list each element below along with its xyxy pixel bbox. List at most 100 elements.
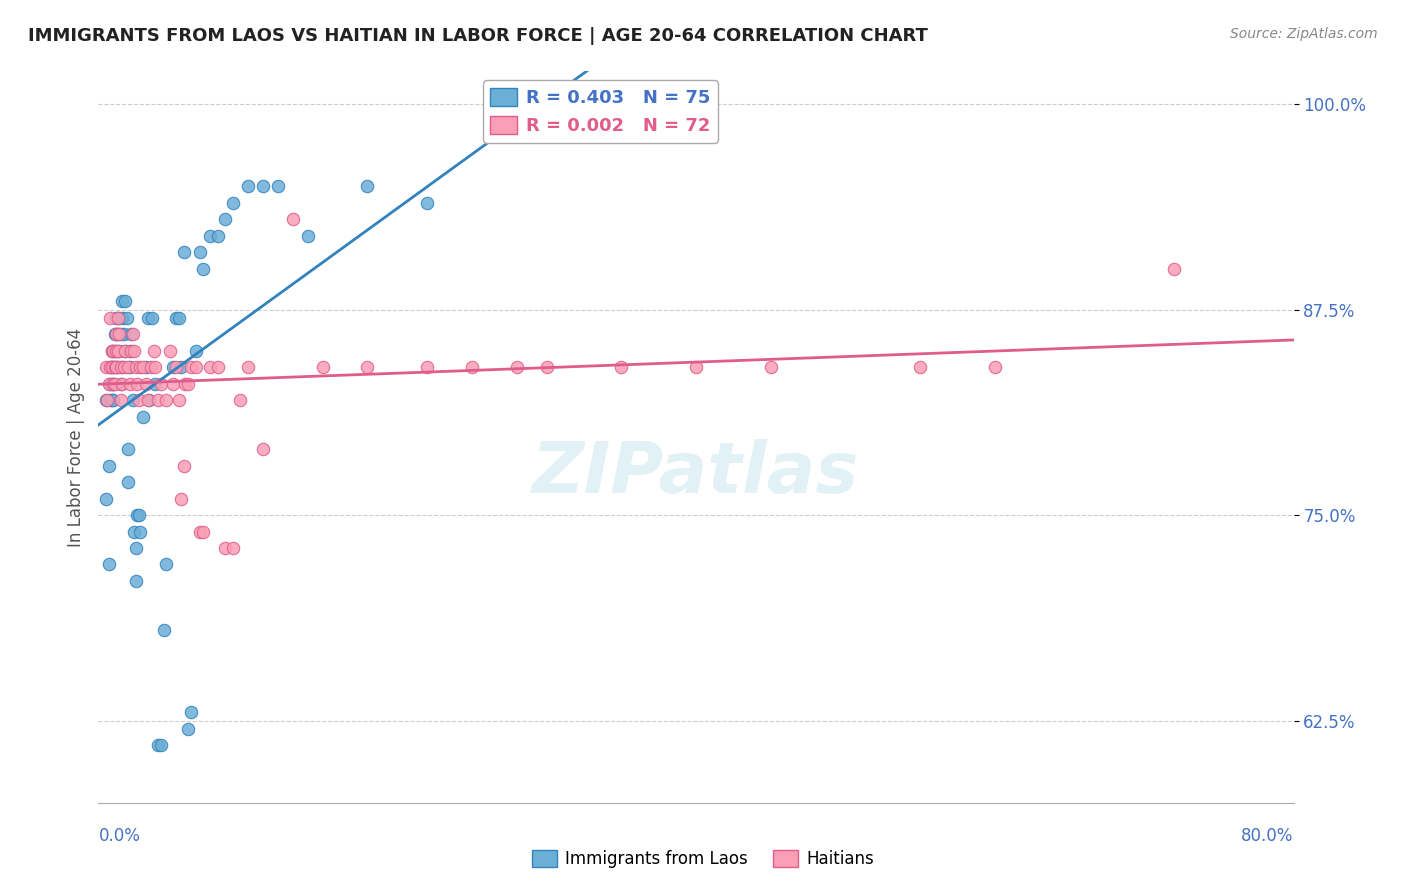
Point	[108, 343, 131, 358]
Point	[167, 310, 190, 325]
Point	[105, 360, 128, 375]
Point	[103, 360, 125, 375]
Point	[214, 212, 236, 227]
Point	[236, 179, 259, 194]
Point	[107, 327, 129, 342]
Point	[165, 360, 187, 375]
Point	[105, 310, 128, 325]
Point	[759, 360, 782, 375]
Point	[169, 360, 191, 375]
Point	[177, 376, 200, 391]
Point	[125, 541, 148, 555]
Point	[129, 524, 152, 539]
Point	[191, 524, 214, 539]
Point	[104, 360, 127, 375]
Point	[115, 310, 138, 325]
Point	[135, 376, 157, 391]
Point	[94, 360, 117, 375]
Point	[110, 327, 132, 342]
Point	[101, 376, 124, 391]
Point	[98, 360, 122, 375]
Point	[214, 541, 236, 555]
Point	[191, 261, 214, 276]
Point	[180, 706, 202, 720]
Point	[139, 360, 162, 375]
Text: Source: ZipAtlas.com: Source: ZipAtlas.com	[1230, 27, 1378, 41]
Point	[180, 360, 202, 375]
Point	[184, 360, 207, 375]
Point	[107, 360, 129, 375]
Point	[162, 376, 184, 391]
Point	[98, 376, 122, 391]
Point	[132, 360, 155, 375]
Point	[155, 558, 177, 572]
Point	[118, 343, 141, 358]
Point	[984, 360, 1007, 375]
Point	[416, 360, 439, 375]
Text: 80.0%: 80.0%	[1241, 828, 1294, 846]
Point	[117, 475, 139, 490]
Point	[356, 360, 378, 375]
Point	[136, 310, 159, 325]
Point	[111, 310, 134, 325]
Point	[135, 360, 157, 375]
Point	[610, 97, 633, 112]
Text: ZIPatlas: ZIPatlas	[533, 439, 859, 508]
Point	[110, 360, 132, 375]
Point	[236, 360, 259, 375]
Point	[105, 327, 128, 342]
Y-axis label: In Labor Force | Age 20-64: In Labor Force | Age 20-64	[66, 327, 84, 547]
Point	[101, 360, 124, 375]
Legend: Immigrants from Laos, Haitians: Immigrants from Laos, Haitians	[526, 843, 880, 875]
Point	[311, 360, 333, 375]
Point	[173, 458, 195, 473]
Point	[138, 393, 160, 408]
Point	[97, 376, 120, 391]
Point	[110, 376, 132, 391]
Point	[229, 393, 252, 408]
Point	[112, 327, 135, 342]
Point	[141, 310, 163, 325]
Point	[103, 393, 125, 408]
Point	[125, 574, 148, 588]
Point	[101, 393, 124, 408]
Point	[297, 228, 319, 243]
Point	[281, 212, 304, 227]
Point	[207, 360, 229, 375]
Point	[167, 393, 190, 408]
Point	[200, 228, 222, 243]
Point	[153, 624, 176, 638]
Point	[94, 393, 117, 408]
Point	[105, 360, 128, 375]
Point	[114, 294, 136, 309]
Point	[165, 310, 187, 325]
Text: 0.0%: 0.0%	[98, 828, 141, 846]
Point	[124, 524, 146, 539]
Point	[150, 739, 173, 753]
Point	[121, 393, 143, 408]
Point	[143, 360, 166, 375]
Point	[104, 343, 127, 358]
Point	[188, 245, 211, 260]
Point	[104, 376, 127, 391]
Point	[111, 360, 134, 375]
Text: IMMIGRANTS FROM LAOS VS HAITIAN IN LABOR FORCE | AGE 20-64 CORRELATION CHART: IMMIGRANTS FROM LAOS VS HAITIAN IN LABOR…	[28, 27, 928, 45]
Point	[103, 343, 125, 358]
Point	[101, 343, 124, 358]
Point	[120, 327, 142, 342]
Point	[188, 524, 211, 539]
Point	[103, 376, 125, 391]
Point	[118, 376, 141, 391]
Point	[108, 327, 131, 342]
Point	[108, 310, 131, 325]
Point	[128, 508, 150, 523]
Point	[143, 376, 166, 391]
Point	[97, 558, 120, 572]
Point	[222, 195, 245, 210]
Point	[111, 294, 134, 309]
Point	[174, 376, 197, 391]
Point	[132, 409, 155, 424]
Point	[120, 343, 142, 358]
Point	[148, 739, 170, 753]
Point	[117, 360, 139, 375]
